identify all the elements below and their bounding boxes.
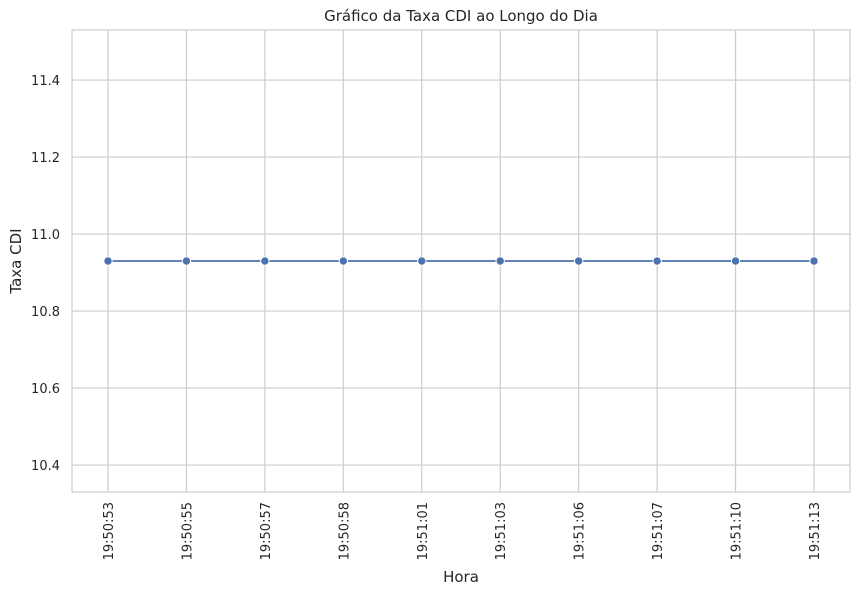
y-tick-label: 10.8 xyxy=(31,305,60,320)
x-tick-label: 19:51:06 xyxy=(573,502,588,560)
x-tick-labels: 19:50:53 19:50:55 19:50:57 19:50:58 19:51:01… xyxy=(102,502,823,560)
y-tick-label: 11.0 xyxy=(31,228,60,243)
data-point xyxy=(417,256,427,266)
series-layer xyxy=(103,256,819,266)
y-tick-label: 11.4 xyxy=(31,74,60,89)
x-tick-label: 19:51:10 xyxy=(730,502,745,560)
data-point xyxy=(260,256,270,266)
x-tick-label: 19:51:13 xyxy=(808,502,823,560)
x-tick-label: 19:50:57 xyxy=(259,502,274,560)
y-tick-label: 10.6 xyxy=(31,382,60,397)
y-tick-label: 11.2 xyxy=(31,151,60,166)
data-point xyxy=(181,256,192,266)
x-axis-title: Hora xyxy=(443,568,479,586)
x-tick-label: 19:51:01 xyxy=(416,502,431,560)
data-point xyxy=(495,256,505,266)
x-tick-label: 19:50:55 xyxy=(180,502,195,560)
y-tick-labels: 10.4 10.6 10.8 11.0 11.2 11.4 xyxy=(31,74,60,474)
data-point xyxy=(652,256,662,266)
chart-title: Gráfico da Taxa CDI ao Longo do Dia xyxy=(324,7,598,25)
x-tick-label: 19:50:58 xyxy=(337,502,352,560)
y-tick-label: 10.4 xyxy=(31,459,60,474)
plot-area-frame xyxy=(71,29,851,493)
data-point xyxy=(103,256,113,266)
data-point xyxy=(730,256,741,266)
data-point xyxy=(573,256,584,266)
x-tick-label: 19:50:53 xyxy=(102,502,117,560)
data-point xyxy=(809,256,819,266)
y-axis-title: Taxa CDI xyxy=(7,228,25,294)
x-tick-label: 19:51:03 xyxy=(494,502,509,560)
x-tick-label: 19:51:07 xyxy=(651,502,666,560)
data-point xyxy=(338,256,349,266)
